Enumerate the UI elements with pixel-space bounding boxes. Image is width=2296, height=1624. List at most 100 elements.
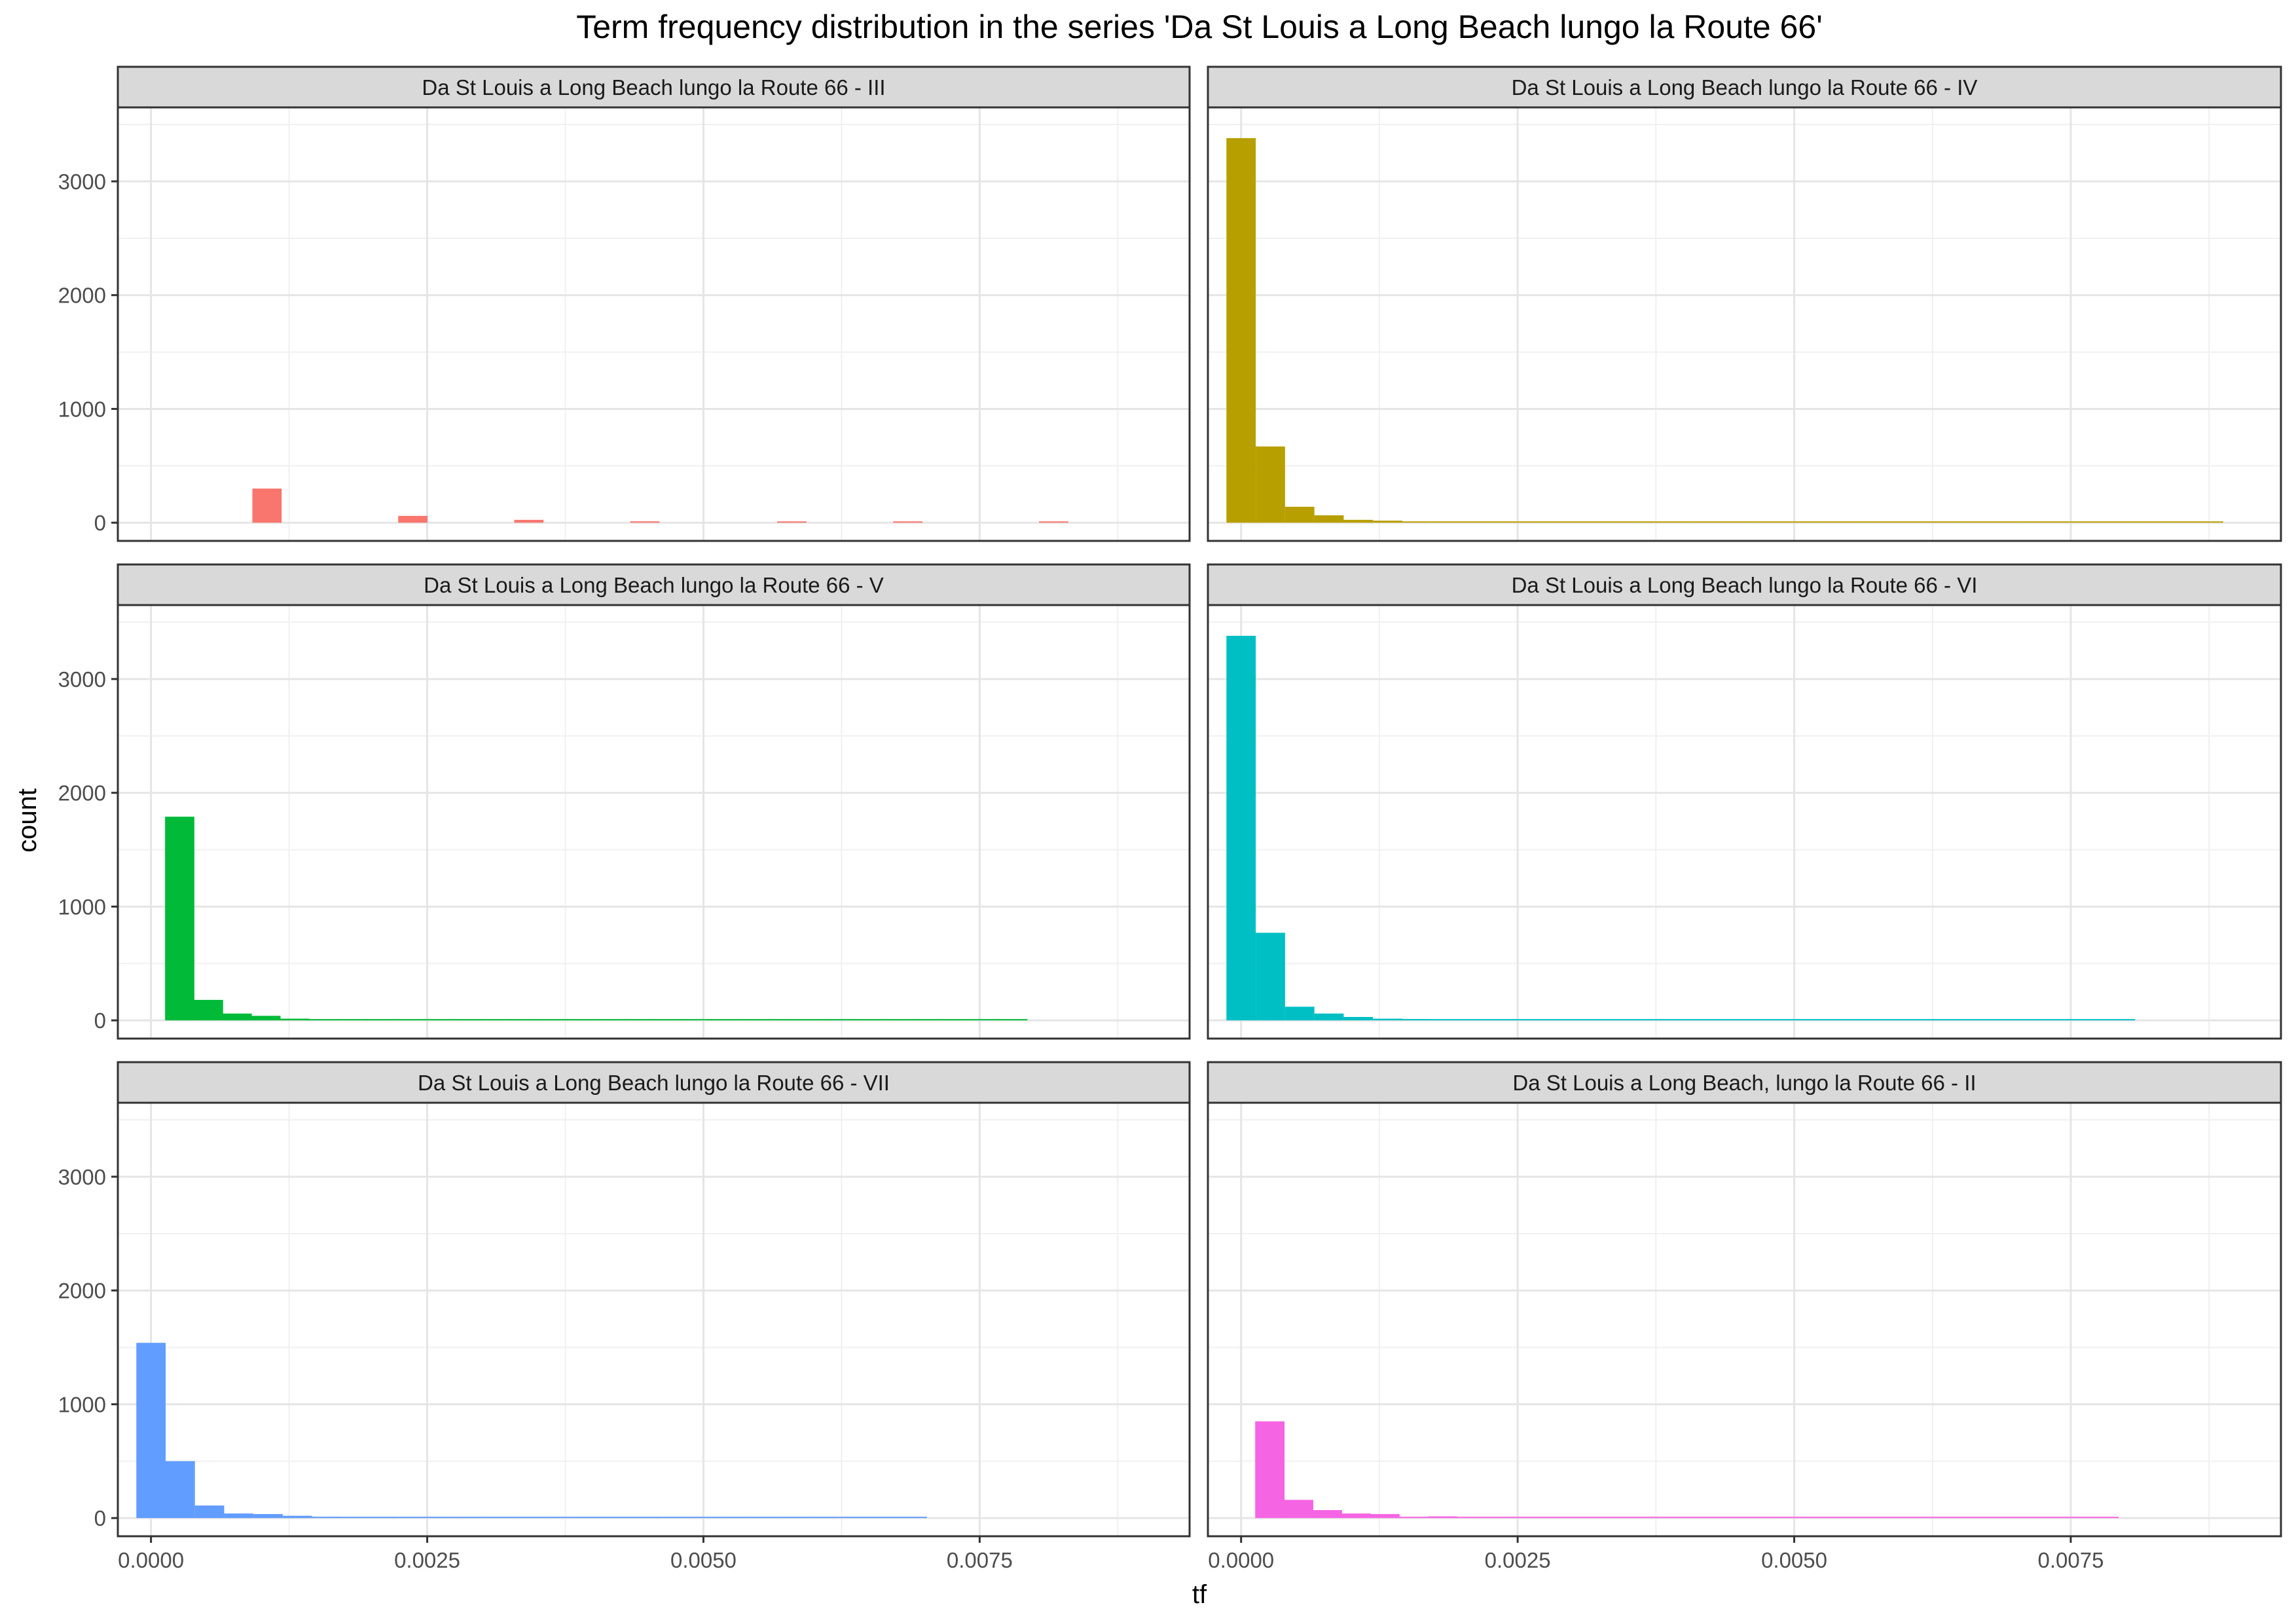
- histogram-bar: [780, 1517, 810, 1519]
- facet-panel: Da St Louis a Long Beach lungo la Route …: [1207, 65, 2282, 542]
- histogram-bar: [1686, 1517, 1716, 1519]
- histogram-bar: [1285, 1006, 1315, 1021]
- facet-panel: Da St Louis a Long Beach lungo la Route …: [58, 65, 1191, 542]
- histogram-bar: [567, 1019, 597, 1021]
- histogram-bar: [458, 1517, 488, 1519]
- histogram-bar: [797, 1019, 827, 1021]
- histogram-bar: [1783, 1019, 1813, 1021]
- histogram-bar: [1343, 519, 1374, 523]
- histogram-bar: [2076, 1019, 2106, 1021]
- histogram-bar: [165, 1461, 195, 1519]
- histogram-bar: [1226, 635, 1256, 1021]
- histogram-bar: [634, 1517, 664, 1519]
- histogram-bar: [1871, 1019, 1901, 1021]
- histogram-bar: [1548, 1019, 1578, 1021]
- histogram-bar: [1431, 1019, 1461, 1021]
- histogram-bar: [1959, 521, 1989, 523]
- histogram-bar: [768, 1019, 798, 1021]
- histogram-bar: [1929, 521, 1959, 523]
- histogram-bar: [1901, 1019, 1930, 1021]
- histogram-bar: [1578, 521, 1608, 523]
- x-tick-label: 0.0075: [947, 1548, 1013, 1572]
- histogram-bar: [371, 1517, 400, 1519]
- histogram-bar: [2164, 521, 2194, 523]
- histogram-bar: [1695, 521, 1725, 523]
- histogram-bar: [1637, 521, 1666, 523]
- histogram-bar: [1830, 1517, 1860, 1519]
- histogram-bar: [1373, 521, 1402, 523]
- y-tick-label: 2000: [58, 284, 106, 308]
- histogram-bar: [1255, 1421, 1285, 1519]
- histogram-bar: [1658, 1517, 1688, 1519]
- facet-strip-label: Da St Louis a Long Beach lungo la Route …: [418, 1071, 890, 1095]
- histogram-bar: [1887, 1517, 1918, 1519]
- x-tick-label: 0.0050: [670, 1548, 737, 1572]
- histogram-bar: [1490, 1019, 1520, 1021]
- facet-strip: [117, 65, 1191, 109]
- histogram-bar: [2105, 521, 2136, 523]
- panel-background: [118, 107, 1190, 541]
- histogram-bar: [1842, 1019, 1872, 1021]
- histogram-bar: [1988, 1019, 2018, 1021]
- histogram-bar: [826, 1019, 856, 1021]
- histogram-bar: [1744, 1517, 1774, 1519]
- y-tick-label: 3000: [58, 170, 106, 194]
- histogram-bar: [854, 1019, 884, 1021]
- histogram-bar: [1754, 1019, 1784, 1021]
- x-tick-label: 0.0050: [1761, 1548, 1827, 1572]
- x-tick-label: 0.0025: [394, 1548, 460, 1572]
- histogram-bar: [1427, 1516, 1457, 1519]
- histogram-bar: [509, 1019, 539, 1021]
- histogram-bar: [710, 1019, 740, 1021]
- histogram-bar: [1456, 1517, 1486, 1519]
- y-tick-label: 0: [94, 1506, 106, 1530]
- histogram-bar: [517, 1517, 547, 1519]
- histogram-bar: [1548, 521, 1578, 523]
- histogram-bar: [538, 1019, 568, 1021]
- histogram-bar: [692, 1517, 722, 1519]
- histogram-bar: [1284, 1500, 1313, 1519]
- histogram-bar: [596, 1019, 626, 1021]
- panel-background: [1208, 1103, 2281, 1536]
- y-tick-label: 1000: [58, 397, 106, 421]
- histogram-bar: [308, 1019, 338, 1021]
- histogram-bar: [1600, 1517, 1630, 1519]
- histogram-bar: [940, 1019, 970, 1021]
- histogram-bar: [777, 521, 807, 523]
- histogram-bar: [1313, 1510, 1342, 1519]
- histogram-bar: [898, 1517, 927, 1519]
- histogram-bar: [1314, 515, 1344, 523]
- y-tick-label: 0: [94, 511, 106, 535]
- histogram-bar: [1514, 1517, 1544, 1519]
- histogram-bar: [911, 1019, 941, 1021]
- histogram-bar: [1901, 521, 1930, 523]
- histogram-bar: [487, 1517, 517, 1519]
- x-tick-label: 0.0075: [2037, 1548, 2104, 1572]
- x-tick-label: 0.0025: [1485, 1548, 1551, 1572]
- histogram-bar: [1871, 521, 1901, 523]
- histogram-bar: [2018, 521, 2048, 523]
- histogram-bar: [1754, 521, 1784, 523]
- histogram-bar: [398, 515, 428, 523]
- histogram-bar: [429, 1517, 459, 1519]
- histogram-bar: [1490, 521, 1520, 523]
- histogram-bar: [721, 1517, 752, 1519]
- histogram-bar: [1285, 506, 1315, 523]
- histogram-bar: [653, 1019, 683, 1021]
- histogram-bar: [2089, 1517, 2119, 1519]
- panel-border: [117, 1101, 1191, 1538]
- histogram-bar: [604, 1517, 634, 1519]
- histogram-bar: [575, 1517, 605, 1519]
- histogram-bar: [1542, 1517, 1573, 1519]
- histogram-bar: [1842, 521, 1872, 523]
- histogram-bar: [1812, 521, 1842, 523]
- histogram-bar: [1859, 1517, 1889, 1519]
- histogram-bar: [1256, 932, 1285, 1021]
- histogram-bar: [1520, 1019, 1549, 1021]
- histogram-bar: [481, 1019, 511, 1021]
- histogram-bar: [1343, 1016, 1374, 1021]
- histogram-bar: [663, 1517, 693, 1519]
- histogram-bar: [165, 817, 194, 1021]
- histogram-bar: [1402, 1019, 1432, 1021]
